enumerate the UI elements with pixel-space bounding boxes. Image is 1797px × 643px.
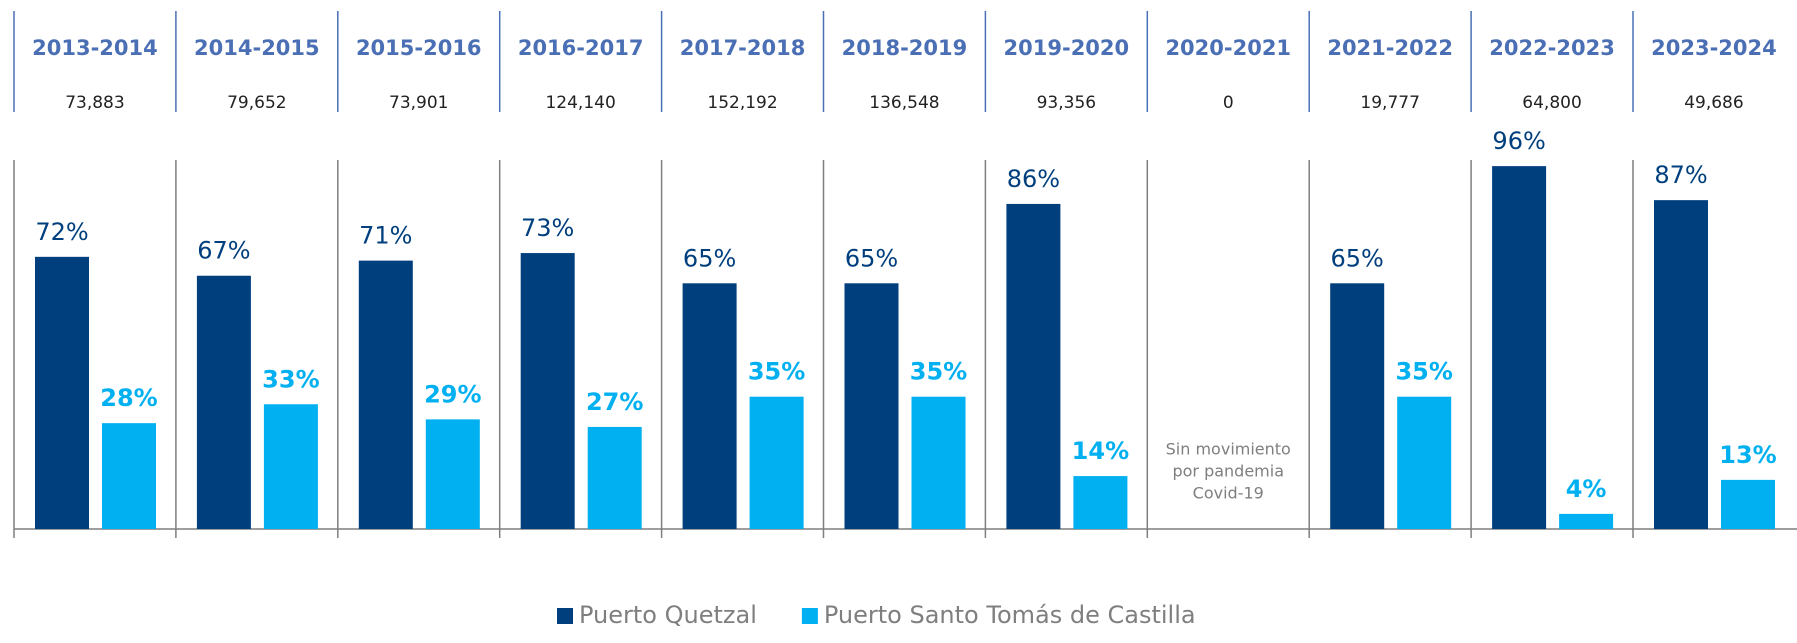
column-total: 93,356 bbox=[1037, 93, 1096, 113]
annotation: Covid-19 bbox=[1193, 484, 1264, 503]
column-total: 124,140 bbox=[545, 93, 615, 113]
bar bbox=[1559, 513, 1614, 529]
value-label: 33% bbox=[262, 365, 319, 393]
column-header: 2020-2021 bbox=[1165, 36, 1291, 60]
column-header: 2023-2024 bbox=[1651, 36, 1777, 60]
column-header: 2016-2017 bbox=[518, 36, 644, 60]
column-total: 19,777 bbox=[1360, 93, 1419, 113]
bar bbox=[682, 283, 737, 529]
bar bbox=[749, 396, 804, 529]
bar bbox=[1721, 479, 1775, 529]
column-total: 0 bbox=[1223, 93, 1234, 113]
bar bbox=[196, 275, 251, 529]
bar bbox=[102, 423, 156, 529]
column-header: 2013-2014 bbox=[32, 36, 158, 60]
value-label: 13% bbox=[1719, 441, 1776, 469]
bar bbox=[425, 419, 480, 529]
value-label: 96% bbox=[1492, 127, 1545, 155]
value-label: 86% bbox=[1007, 165, 1060, 193]
value-label: 28% bbox=[100, 384, 157, 412]
bar bbox=[1330, 283, 1385, 529]
value-label: 35% bbox=[910, 358, 967, 386]
column-total: 49,686 bbox=[1684, 93, 1743, 113]
legend-label: Puerto Quetzal bbox=[579, 601, 757, 629]
column-header: 2019-2020 bbox=[1004, 36, 1130, 60]
bar bbox=[35, 256, 89, 529]
legend-label: Puerto Santo Tomás de Castilla bbox=[824, 601, 1196, 629]
value-label: 65% bbox=[1331, 244, 1384, 272]
value-label: 67% bbox=[197, 237, 250, 265]
value-label: 71% bbox=[359, 222, 412, 250]
column-header: 2015-2016 bbox=[356, 36, 482, 60]
bar bbox=[358, 260, 413, 529]
value-label: 73% bbox=[521, 214, 574, 242]
column-total: 79,652 bbox=[227, 93, 286, 113]
value-label: 35% bbox=[1395, 358, 1452, 386]
value-label: 65% bbox=[845, 244, 898, 272]
value-label: 87% bbox=[1654, 161, 1707, 189]
bar bbox=[911, 396, 966, 529]
bar bbox=[1006, 203, 1061, 530]
value-label: 27% bbox=[586, 388, 643, 416]
legend-swatch bbox=[801, 608, 818, 624]
column-total: 73,883 bbox=[65, 93, 124, 113]
column-total: 73,901 bbox=[389, 93, 448, 113]
bar bbox=[263, 404, 318, 529]
bar bbox=[1492, 166, 1547, 529]
column-header: 2021-2022 bbox=[1327, 36, 1453, 60]
column-total: 136,548 bbox=[869, 93, 939, 113]
legend-swatch bbox=[557, 608, 573, 624]
column-header: 2018-2019 bbox=[842, 36, 968, 60]
column-total: 152,192 bbox=[707, 93, 777, 113]
bar bbox=[520, 253, 575, 529]
value-label: 29% bbox=[424, 380, 481, 408]
column-header: 2017-2018 bbox=[680, 36, 806, 60]
value-label: 35% bbox=[748, 358, 805, 386]
annotation: Sin movimiento bbox=[1166, 440, 1291, 459]
value-label: 14% bbox=[1072, 437, 1129, 465]
bar bbox=[587, 426, 642, 529]
column-header: 2022-2023 bbox=[1489, 36, 1615, 60]
bar bbox=[1073, 476, 1128, 529]
bar bbox=[1654, 200, 1708, 529]
bar bbox=[1397, 396, 1452, 529]
column-total: 64,800 bbox=[1522, 93, 1581, 113]
value-label: 72% bbox=[35, 218, 88, 246]
column-header: 2014-2015 bbox=[194, 36, 320, 60]
value-label: 65% bbox=[683, 244, 736, 272]
bar bbox=[844, 283, 899, 529]
value-label: 4% bbox=[1566, 475, 1607, 503]
annotation: por pandemia bbox=[1172, 462, 1284, 481]
